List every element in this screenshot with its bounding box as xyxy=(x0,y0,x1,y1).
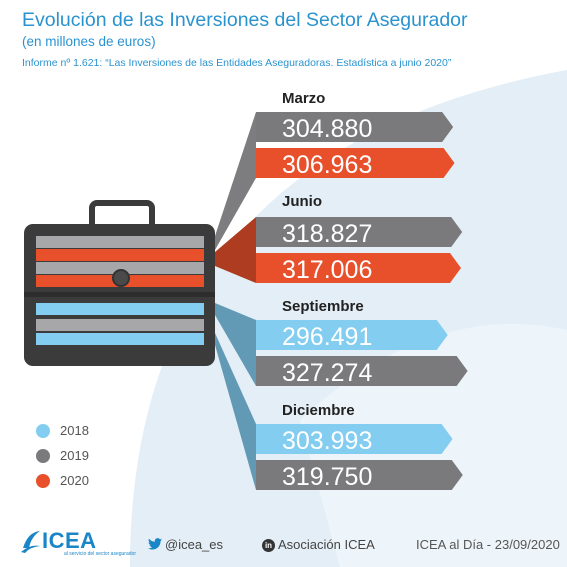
briefcase-band xyxy=(36,249,204,261)
footer-date: ICEA al Día - 23/09/2020 xyxy=(416,537,560,552)
briefcase-band xyxy=(36,262,204,274)
logo-tagline: al servicio del sector asegurador xyxy=(64,551,136,557)
legend-dot-2018 xyxy=(36,424,50,438)
bar-junio-2019 xyxy=(256,217,463,247)
bar-diciembre-2018 xyxy=(256,424,453,454)
bar-diciembre-2019 xyxy=(256,460,463,490)
legend-dot-2019 xyxy=(36,449,50,463)
legend-dot-2020 xyxy=(36,474,50,488)
bar-value-junio-2020: 317.006 xyxy=(282,256,372,284)
wave-logo-icon xyxy=(21,531,40,553)
legend-label-2019: 2019 xyxy=(60,448,89,463)
category-label-junio: Junio xyxy=(282,193,322,210)
briefcase-band xyxy=(36,303,204,315)
bar-value-junio-2019: 318.827 xyxy=(282,220,372,248)
page-subtitle: (en millones de euros) xyxy=(22,34,156,49)
page-title: Evolución de las Inversiones del Sector … xyxy=(22,9,468,31)
legend-label-2018: 2018 xyxy=(60,423,89,438)
bar-value-septiembre-2018: 296.491 xyxy=(282,323,372,351)
source-note: Informe nº 1.621: “Las Inversiones de la… xyxy=(22,57,452,69)
footer: ICEA al servicio del sector asegurador @… xyxy=(0,528,567,558)
twitter-handle[interactable]: @icea_es xyxy=(148,537,223,552)
category-label-marzo: Marzo xyxy=(282,90,325,107)
linkedin-link[interactable]: in Asociación ICEA xyxy=(262,537,375,552)
briefcase-band xyxy=(36,333,204,345)
bar-septiembre-2019 xyxy=(256,356,468,386)
bar-marzo-2020 xyxy=(256,148,455,178)
bar-value-marzo-2019: 304.880 xyxy=(282,115,372,143)
legend-label-2020: 2020 xyxy=(60,473,89,488)
connector-marzo xyxy=(215,112,256,250)
briefcase-seam xyxy=(24,292,215,297)
bar-value-septiembre-2019: 327.274 xyxy=(282,359,372,387)
twitter-icon xyxy=(148,538,162,550)
briefcase-lock-icon xyxy=(112,269,130,287)
category-label-diciembre: Diciembre xyxy=(282,402,355,419)
bar-value-diciembre-2019: 319.750 xyxy=(282,463,372,491)
bar-marzo-2019 xyxy=(256,112,454,142)
connector-diciembre xyxy=(215,333,256,490)
connector-junio xyxy=(215,217,256,283)
icea-logo: ICEA al servicio del sector asegurador xyxy=(20,528,136,557)
bar-value-marzo-2020: 306.963 xyxy=(282,151,372,179)
twitter-handle-text: @icea_es xyxy=(165,537,224,552)
category-label-septiembre: Septiembre xyxy=(282,298,364,315)
bar-junio-2020 xyxy=(256,253,461,283)
linkedin-icon: in xyxy=(262,539,275,552)
briefcase-band xyxy=(36,236,204,248)
linkedin-text: Asociación ICEA xyxy=(278,537,375,552)
bar-value-diciembre-2018: 303.993 xyxy=(282,427,372,455)
logo-text: ICEA xyxy=(42,528,97,553)
briefcase-band xyxy=(36,319,204,331)
connector-septiembre xyxy=(215,303,256,386)
bar-septiembre-2018 xyxy=(256,320,448,350)
